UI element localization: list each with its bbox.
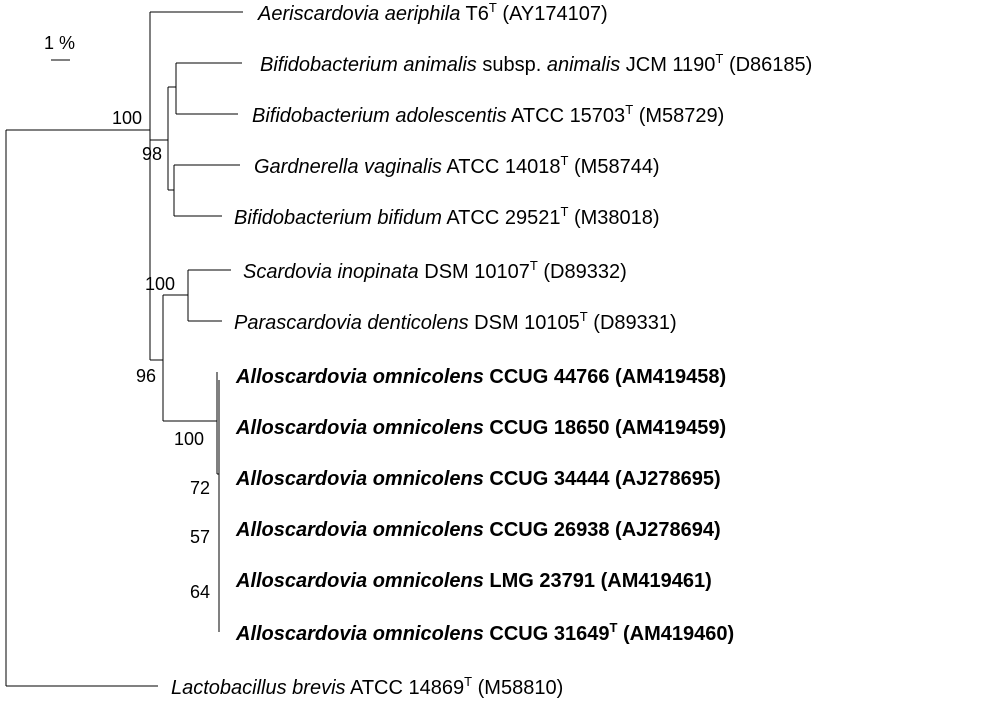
- taxon-label-gardnerella-vaginalis: Gardnerella vaginalis ATCC 14018T (M5874…: [254, 148, 660, 178]
- bootstrap-value: 100: [145, 274, 175, 294]
- taxon-name: Alloscardovia omnicolens: [235, 417, 484, 439]
- accession: (M58744): [574, 156, 660, 178]
- type-strain-mark: T: [489, 0, 497, 15]
- accession: (D89332): [543, 261, 626, 283]
- strain: CCUG 44766: [489, 366, 609, 388]
- taxon-label-scardovia-inopinata: Scardovia inopinata DSM 10107T (D89332): [243, 253, 627, 283]
- strain: JCM 1190: [626, 54, 716, 76]
- scale-bar: 1 %: [44, 33, 75, 61]
- taxon-name: Bifidobacterium adolescentis: [252, 105, 507, 127]
- taxon-label-bifidobacterium-animalis: Bifidobacterium animalis subsp. animalis…: [260, 46, 812, 76]
- bootstrap-labels: 100 98 100 96 100 72 57 64: [112, 108, 210, 602]
- accession: (M58810): [478, 677, 564, 699]
- accession: (AJ278695): [615, 468, 721, 490]
- taxon-label-alloscardovia-ccug-34444: Alloscardovia omnicolens CCUG 34444 (AJ2…: [235, 468, 721, 490]
- type-strain-mark: T: [625, 102, 633, 117]
- accession: (AJ278694): [615, 519, 721, 541]
- bootstrap-value: 57: [190, 527, 210, 547]
- taxon-label-alloscardovia-ccug-31649: Alloscardovia omnicolens CCUG 31649T (AM…: [235, 615, 734, 645]
- accession: (AM419461): [601, 570, 712, 592]
- type-strain-mark: T: [464, 674, 472, 689]
- taxon-label-parascardovia-denticolens: Parascardovia denticolens DSM 10105T (D8…: [234, 304, 677, 334]
- strain: CCUG 31649: [489, 623, 609, 645]
- scale-bar-label: 1 %: [44, 33, 75, 53]
- type-strain-mark: T: [580, 309, 588, 324]
- taxon-labels: Aeriscardovia aeriphila T6T (AY174107) B…: [171, 0, 812, 699]
- strain: ATCC 29521: [446, 207, 560, 229]
- accession: (AM419460): [623, 623, 734, 645]
- accession: (M38018): [574, 207, 660, 229]
- bootstrap-value: 64: [190, 582, 210, 602]
- bootstrap-value: 100: [112, 108, 142, 128]
- strain: CCUG 18650: [489, 417, 609, 439]
- subsp-prefix: subsp.: [482, 54, 541, 76]
- bootstrap-value: 100: [174, 429, 204, 449]
- strain: LMG 23791: [489, 570, 595, 592]
- accession: (D86185): [729, 54, 812, 76]
- taxon-name: Alloscardovia omnicolens: [235, 623, 484, 645]
- taxon-name: Bifidobacterium animalis: [260, 54, 477, 76]
- bootstrap-value: 98: [142, 144, 162, 164]
- accession: (M58729): [639, 105, 725, 127]
- taxon-name: Alloscardovia omnicolens: [235, 570, 484, 592]
- strain: DSM 10105: [474, 312, 580, 334]
- taxon-name: Gardnerella vaginalis: [254, 156, 442, 178]
- taxon-name: Aeriscardovia aeriphila: [257, 3, 460, 25]
- type-strain-mark: T: [560, 204, 568, 219]
- taxon-label-alloscardovia-ccug-18650: Alloscardovia omnicolens CCUG 18650 (AM4…: [235, 417, 726, 439]
- taxon-name: Alloscardovia omnicolens: [235, 366, 484, 388]
- taxon-label-lactobacillus-brevis: Lactobacillus brevis ATCC 14869T (M58810…: [171, 669, 563, 699]
- subspecies-name: animalis: [547, 54, 620, 76]
- strain: ATCC 14869: [350, 677, 464, 699]
- accession: (AM419458): [615, 366, 726, 388]
- strain: CCUG 26938: [489, 519, 609, 541]
- accession: (AY174107): [502, 3, 607, 25]
- taxon-label-alloscardovia-ccug-44766: Alloscardovia omnicolens CCUG 44766 (AM4…: [235, 366, 726, 388]
- type-strain-mark: T: [560, 153, 568, 168]
- accession: (AM419459): [615, 417, 726, 439]
- bootstrap-value: 96: [136, 366, 156, 386]
- taxon-label-alloscardovia-lmg-23791: Alloscardovia omnicolens LMG 23791 (AM41…: [235, 570, 712, 592]
- strain: CCUG 34444: [489, 468, 610, 490]
- taxon-name: Alloscardovia omnicolens: [235, 468, 484, 490]
- strain: T6: [466, 3, 489, 25]
- type-strain-mark: T: [715, 51, 723, 66]
- taxon-name: Lactobacillus brevis: [171, 677, 346, 699]
- taxon-name: Alloscardovia omnicolens: [235, 519, 484, 541]
- tree-branches: [5, 11, 243, 687]
- taxon-label-bifidobacterium-adolescentis: Bifidobacterium adolescentis ATCC 15703T…: [252, 97, 724, 127]
- strain: ATCC 14018: [446, 156, 560, 178]
- taxon-name: Bifidobacterium bifidum: [234, 207, 442, 229]
- accession: (D89331): [593, 312, 676, 334]
- taxon-label-bifidobacterium-bifidum: Bifidobacterium bifidum ATCC 29521T (M38…: [234, 199, 660, 229]
- taxon-name: Scardovia inopinata: [243, 261, 419, 283]
- taxon-label-aeriscardovia: Aeriscardovia aeriphila T6T (AY174107): [257, 0, 608, 25]
- type-strain-mark: T: [530, 258, 538, 273]
- taxon-label-alloscardovia-ccug-26938: Alloscardovia omnicolens CCUG 26938 (AJ2…: [235, 519, 721, 541]
- strain: ATCC 15703: [511, 105, 625, 127]
- bootstrap-value: 72: [190, 478, 210, 498]
- type-strain-mark: T: [609, 620, 617, 635]
- taxon-name: Parascardovia denticolens: [234, 312, 469, 334]
- strain: DSM 10107: [424, 261, 530, 283]
